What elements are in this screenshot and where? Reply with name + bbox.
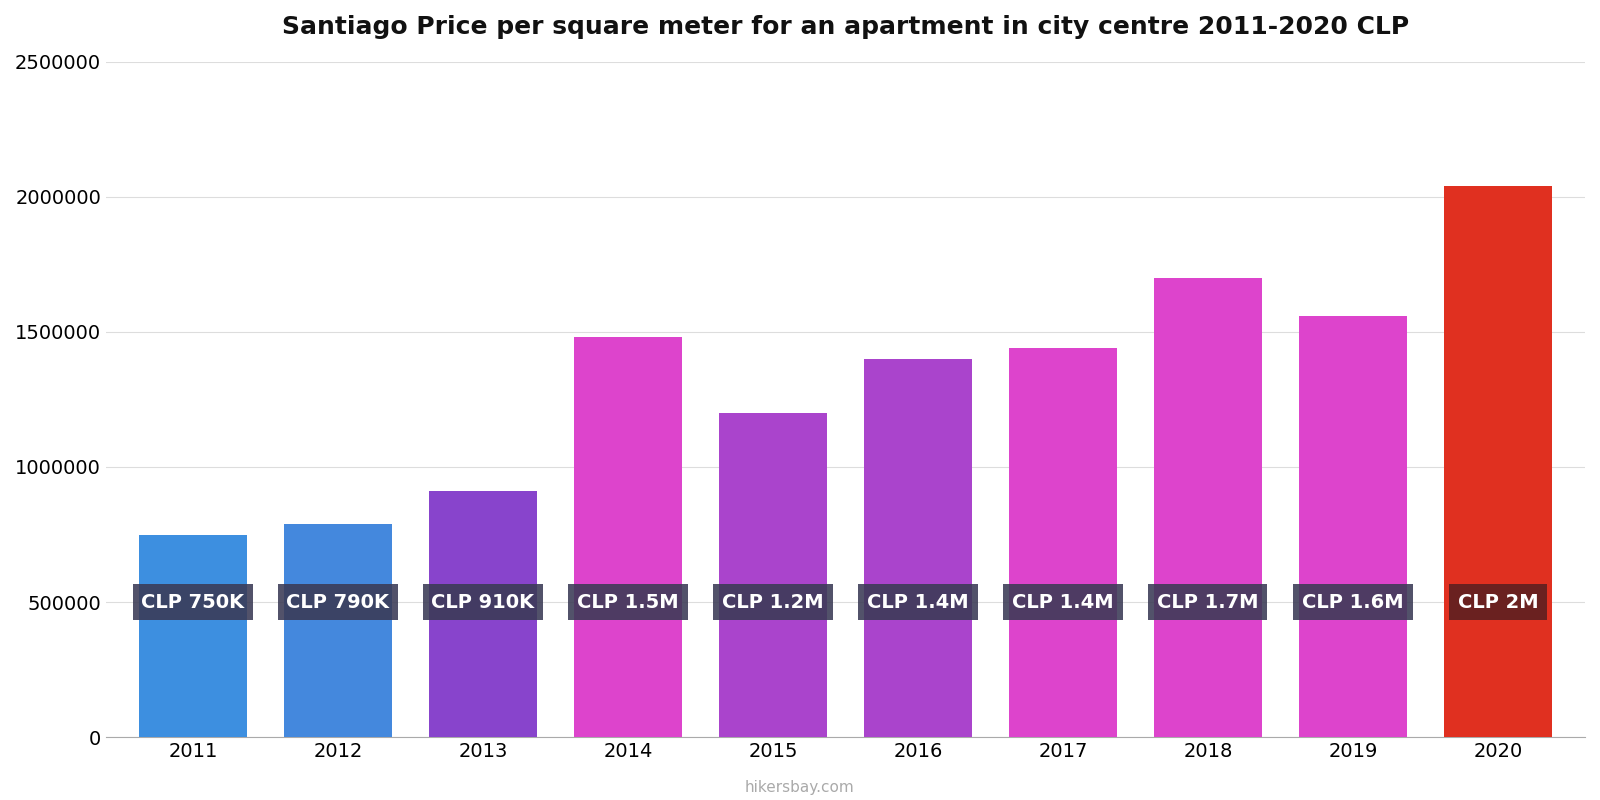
Text: CLP 2M: CLP 2M [1458, 593, 1538, 611]
Text: CLP 790K: CLP 790K [286, 593, 389, 611]
Bar [718, 413, 827, 737]
Bar [1299, 316, 1408, 737]
Bar [1443, 186, 1552, 737]
Text: CLP 1.6M: CLP 1.6M [1302, 593, 1403, 611]
Text: CLP 750K: CLP 750K [141, 593, 245, 611]
Text: CLP 1.7M: CLP 1.7M [1157, 593, 1259, 611]
Bar [283, 524, 392, 737]
Bar [139, 534, 248, 737]
Text: CLP 1.2M: CLP 1.2M [722, 593, 824, 611]
Text: CLP 910K: CLP 910K [432, 593, 534, 611]
Text: CLP 1.4M: CLP 1.4M [867, 593, 970, 611]
Text: hikersbay.com: hikersbay.com [746, 780, 854, 795]
Bar [1154, 278, 1262, 737]
Bar [864, 359, 973, 737]
Bar [1008, 348, 1117, 737]
Text: CLP 1.5M: CLP 1.5M [578, 593, 678, 611]
Bar [574, 338, 682, 737]
Title: Santiago Price per square meter for an apartment in city centre 2011-2020 CLP: Santiago Price per square meter for an a… [282, 15, 1410, 39]
Bar [429, 491, 538, 737]
Text: CLP 1.4M: CLP 1.4M [1013, 593, 1114, 611]
